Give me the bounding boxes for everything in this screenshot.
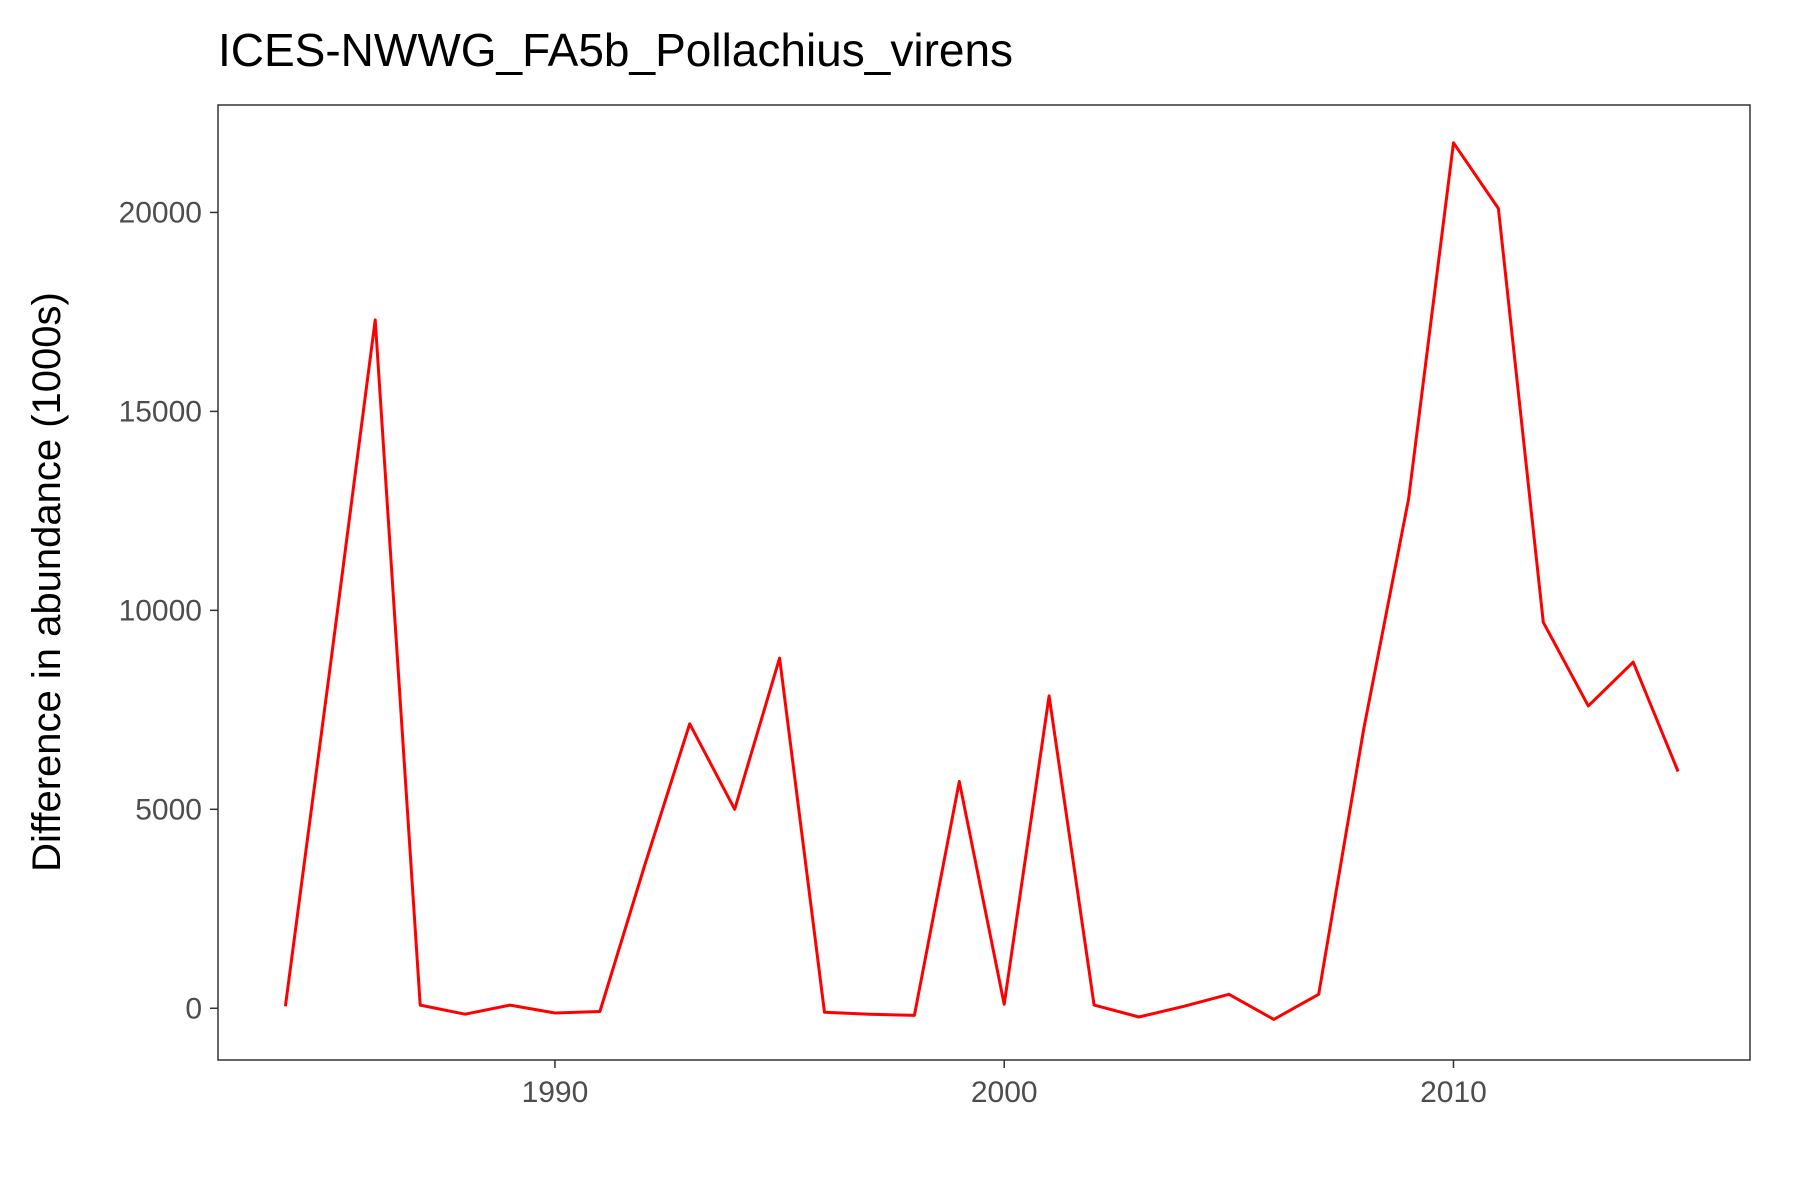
y-tick-label: 0 — [185, 992, 202, 1025]
y-tick-label: 10000 — [119, 594, 202, 627]
y-tick-label: 20000 — [119, 196, 202, 229]
y-tick-label: 5000 — [135, 793, 202, 826]
chart-title: ICES-NWWG_FA5b_Pollachius_virens — [218, 24, 1013, 76]
series-layer — [283, 141, 1680, 1021]
x-tick-label: 2010 — [1420, 1076, 1487, 1109]
series-line — [283, 141, 1680, 1021]
plot-panel — [217, 104, 1751, 1061]
y-tick-label: 15000 — [119, 395, 202, 428]
x-tick-label: 1990 — [522, 1076, 589, 1109]
x-tick-label: 2000 — [971, 1076, 1038, 1109]
x-axis: 1990 2000 2010 — [522, 1060, 1487, 1109]
y-axis: 0 5000 10000 15000 20000 — [119, 196, 218, 1025]
y-axis-label: Difference in abundance (1000s) — [25, 292, 69, 872]
